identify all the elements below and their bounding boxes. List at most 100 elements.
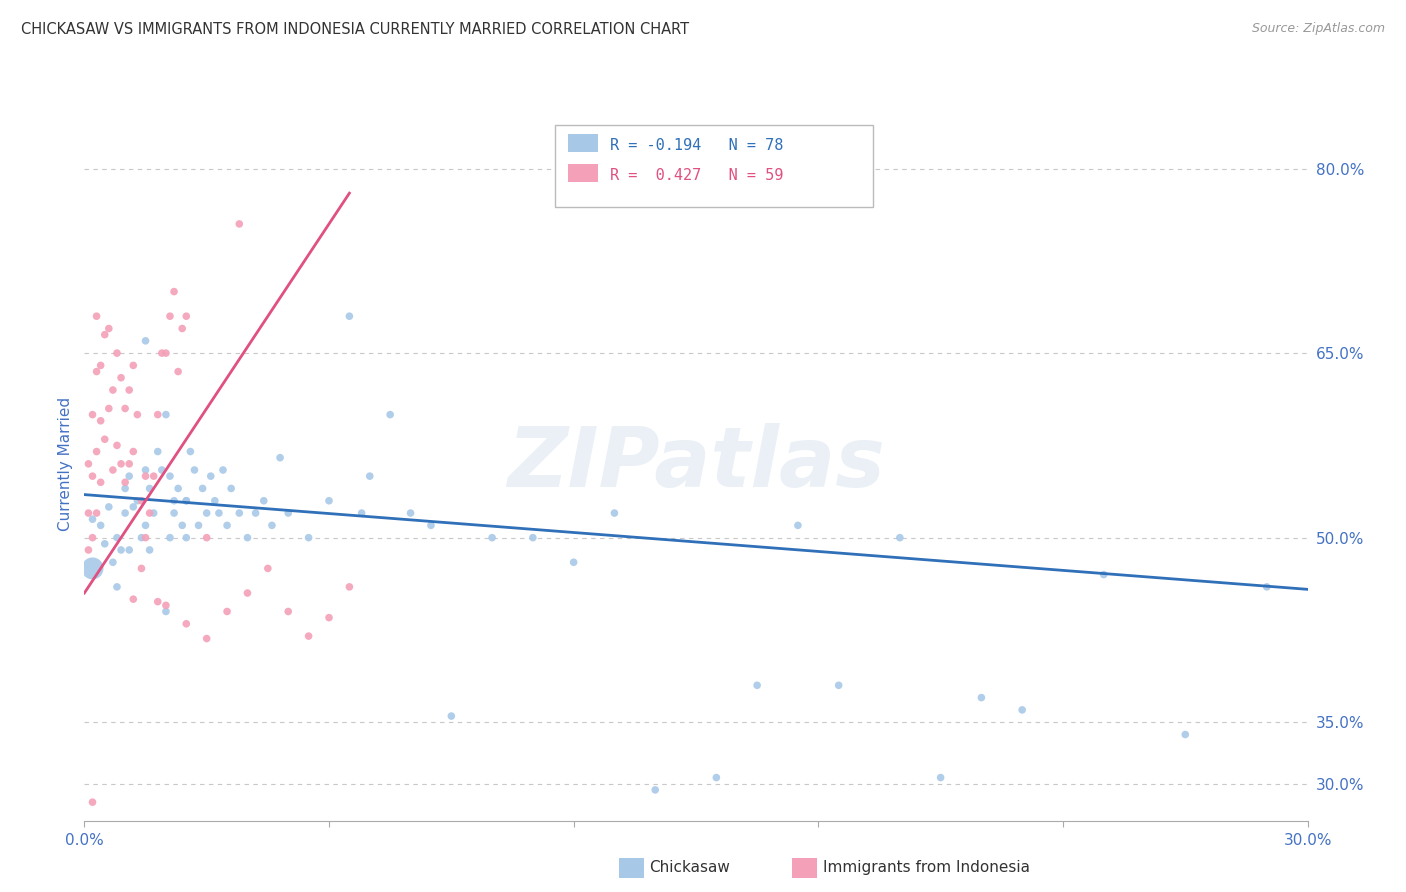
Point	[228, 217, 250, 231]
Point	[167, 482, 190, 496]
Text: Source: ZipAtlas.com: Source: ZipAtlas.com	[1251, 22, 1385, 36]
Point	[101, 463, 124, 477]
Point	[277, 506, 299, 520]
Point	[195, 531, 218, 545]
Point	[86, 506, 108, 520]
Point	[131, 493, 153, 508]
Point	[82, 512, 104, 526]
Point	[253, 493, 276, 508]
Point	[179, 444, 201, 458]
Point	[236, 531, 259, 545]
Point	[522, 531, 544, 545]
Point	[176, 531, 198, 545]
Point	[90, 475, 112, 490]
Point	[298, 531, 321, 545]
Point	[163, 493, 186, 508]
Point	[176, 493, 198, 508]
Point	[970, 690, 993, 705]
Point	[318, 493, 340, 508]
Point	[1174, 727, 1197, 741]
Point	[163, 506, 186, 520]
Point	[318, 610, 340, 624]
Point	[110, 370, 132, 384]
Point	[163, 285, 186, 299]
Point	[747, 678, 769, 692]
Point	[644, 783, 666, 797]
Point	[118, 457, 141, 471]
Point	[245, 506, 267, 520]
Point	[236, 586, 259, 600]
Point	[257, 561, 280, 575]
Point	[101, 383, 124, 397]
Point	[155, 408, 177, 422]
Point	[90, 359, 112, 373]
Point	[127, 493, 149, 508]
Point	[155, 605, 177, 619]
Point	[562, 555, 585, 569]
Point	[135, 334, 157, 348]
Point	[118, 543, 141, 558]
Text: R =  0.427   N = 59: R = 0.427 N = 59	[610, 168, 783, 183]
Point	[127, 408, 149, 422]
Point	[172, 518, 194, 533]
Text: R = -0.194   N = 78: R = -0.194 N = 78	[610, 137, 783, 153]
Point	[260, 518, 283, 533]
Point	[167, 365, 190, 379]
Point	[399, 506, 422, 520]
Point	[420, 518, 443, 533]
Point	[191, 482, 214, 496]
Point	[93, 432, 117, 446]
Y-axis label: Currently Married: Currently Married	[58, 397, 73, 531]
Point	[138, 482, 160, 496]
Point	[97, 321, 120, 335]
Point	[195, 632, 218, 646]
Point	[105, 438, 128, 452]
Point	[135, 518, 157, 533]
Point	[706, 771, 728, 785]
Point	[131, 561, 153, 575]
Point	[228, 506, 250, 520]
Point	[481, 531, 503, 545]
Point	[889, 531, 911, 545]
Point	[350, 506, 373, 520]
Point	[159, 531, 181, 545]
Point	[269, 450, 291, 465]
Point	[122, 500, 145, 514]
Point	[155, 599, 177, 613]
Point	[135, 469, 157, 483]
Point	[219, 482, 242, 496]
Point	[82, 408, 104, 422]
Point	[142, 506, 165, 520]
Point	[97, 500, 120, 514]
Point	[217, 605, 239, 619]
Point	[176, 493, 198, 508]
Point	[187, 518, 209, 533]
Point	[97, 401, 120, 416]
Text: Chickasaw: Chickasaw	[650, 861, 731, 875]
Point	[146, 408, 169, 422]
Point	[146, 444, 169, 458]
Point	[77, 543, 100, 558]
Point	[603, 506, 626, 520]
Point	[105, 346, 128, 360]
Point	[122, 592, 145, 607]
Point	[101, 555, 124, 569]
Text: Immigrants from Indonesia: Immigrants from Indonesia	[823, 861, 1029, 875]
Point	[159, 309, 181, 323]
Point	[93, 537, 117, 551]
Point	[93, 327, 117, 342]
Point	[929, 771, 952, 785]
Point	[339, 580, 361, 594]
Point	[1256, 580, 1278, 594]
Point	[380, 408, 402, 422]
Point	[1011, 703, 1033, 717]
Point	[176, 309, 198, 323]
Point	[86, 309, 108, 323]
Point	[114, 482, 136, 496]
Point	[339, 309, 361, 323]
Point	[217, 518, 239, 533]
Point	[150, 346, 173, 360]
Point	[110, 543, 132, 558]
FancyBboxPatch shape	[555, 125, 873, 207]
Point	[114, 401, 136, 416]
